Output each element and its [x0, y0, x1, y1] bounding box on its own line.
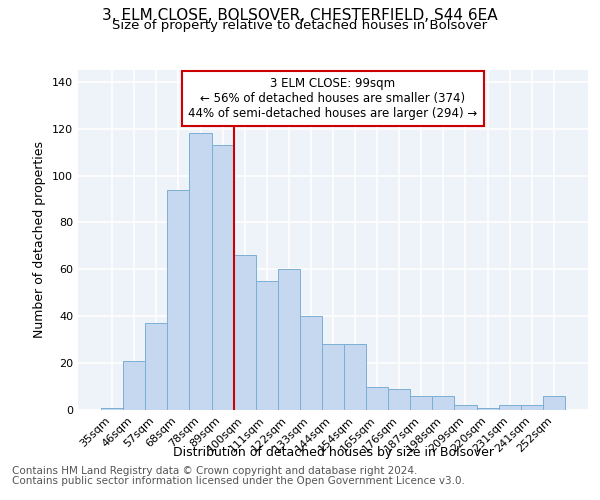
Text: Size of property relative to detached houses in Bolsover: Size of property relative to detached ho… — [112, 19, 488, 32]
Bar — [256, 281, 278, 410]
Bar — [167, 190, 190, 410]
Bar — [300, 316, 322, 410]
Bar — [366, 386, 388, 410]
Bar — [123, 361, 145, 410]
Bar — [212, 145, 233, 410]
Text: Contains HM Land Registry data © Crown copyright and database right 2024.: Contains HM Land Registry data © Crown c… — [12, 466, 418, 476]
Text: 3 ELM CLOSE: 99sqm
← 56% of detached houses are smaller (374)
44% of semi-detach: 3 ELM CLOSE: 99sqm ← 56% of detached hou… — [188, 77, 478, 120]
Bar — [344, 344, 366, 410]
Bar — [499, 406, 521, 410]
Bar — [410, 396, 433, 410]
Bar — [101, 408, 123, 410]
Text: Contains public sector information licensed under the Open Government Licence v3: Contains public sector information licen… — [12, 476, 465, 486]
Text: 3, ELM CLOSE, BOLSOVER, CHESTERFIELD, S44 6EA: 3, ELM CLOSE, BOLSOVER, CHESTERFIELD, S4… — [102, 8, 498, 22]
Bar — [388, 389, 410, 410]
Bar — [543, 396, 565, 410]
Bar — [322, 344, 344, 410]
Bar — [233, 255, 256, 410]
Bar — [476, 408, 499, 410]
Bar — [190, 134, 212, 410]
Bar — [145, 323, 167, 410]
Text: Distribution of detached houses by size in Bolsover: Distribution of detached houses by size … — [173, 446, 494, 459]
Bar — [278, 270, 300, 410]
Bar — [433, 396, 454, 410]
Bar — [454, 406, 476, 410]
Y-axis label: Number of detached properties: Number of detached properties — [34, 142, 46, 338]
Bar — [521, 406, 543, 410]
